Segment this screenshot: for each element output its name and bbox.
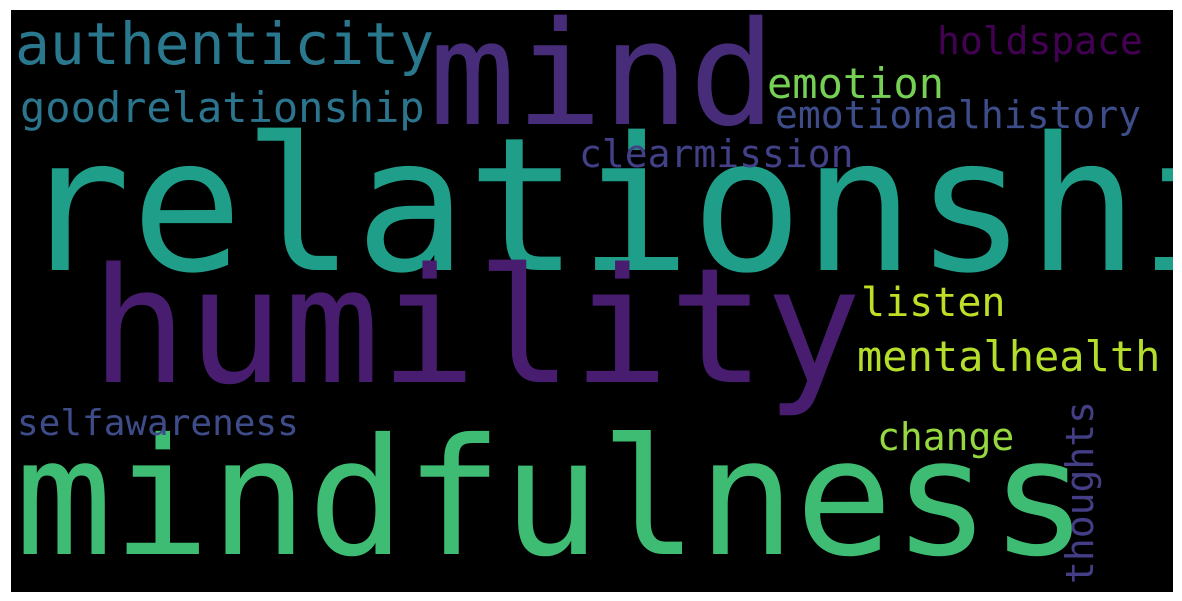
word-humility: humility [91,233,862,420]
word-emotion: emotion [767,59,945,108]
word-clearmission: clearmission [579,132,854,176]
word-selfawareness: selfawareness [17,403,299,444]
word-relationship: relationship [19,97,1173,314]
word-thoughts: thoughts [1058,400,1102,584]
word-listen: listen [861,280,1006,326]
word-holdspace: holdspace [937,19,1143,63]
word-mentalhealth: mentalhealth [857,332,1161,381]
word-change: change [877,415,1015,459]
word-cloud-canvas: relationship humility mindfulness mind a… [11,10,1173,592]
word-authenticity: authenticity [15,10,435,78]
word-emotionalhistory: emotionalhistory [775,93,1142,137]
word-mind: mind [429,10,776,158]
word-mindfulness: mindfulness [15,405,1088,592]
word-goodrelationship: goodrelationship [20,83,425,132]
